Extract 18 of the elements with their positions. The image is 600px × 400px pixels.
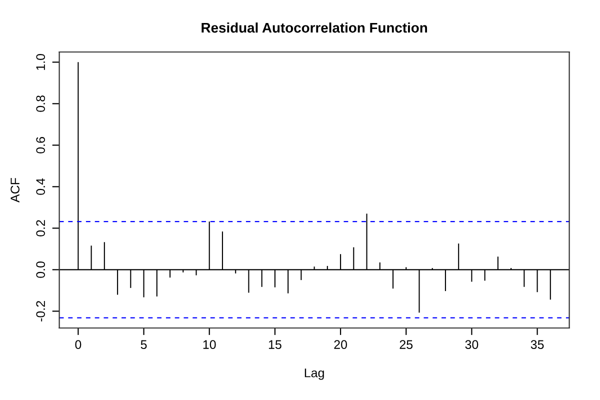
y-tick-label: 0.6 bbox=[36, 137, 46, 154]
chart-title: Residual Autocorrelation Function bbox=[202, 22, 428, 33]
y-tick-label: 0.8 bbox=[36, 96, 46, 112]
y-tick-label: 0.2 bbox=[36, 220, 46, 236]
y-axis-title: ACF bbox=[10, 178, 20, 202]
x-tick-label: 35 bbox=[530, 340, 544, 349]
x-axis-title: Lag bbox=[304, 368, 324, 380]
y-tick-label: -0.2 bbox=[36, 301, 46, 322]
x-tick-label: 15 bbox=[268, 340, 282, 349]
y-tick-label: 0.0 bbox=[36, 261, 46, 278]
x-tick-label: 20 bbox=[334, 340, 347, 349]
y-tick-label: 1.0 bbox=[36, 54, 46, 70]
x-tick-label: 10 bbox=[203, 340, 216, 349]
x-tick-label: 25 bbox=[400, 340, 413, 349]
x-tick-label: 30 bbox=[465, 340, 478, 349]
x-tick-label: 0 bbox=[75, 340, 82, 349]
x-tick-label: 5 bbox=[140, 340, 147, 349]
y-tick-label: 0.4 bbox=[36, 178, 46, 195]
